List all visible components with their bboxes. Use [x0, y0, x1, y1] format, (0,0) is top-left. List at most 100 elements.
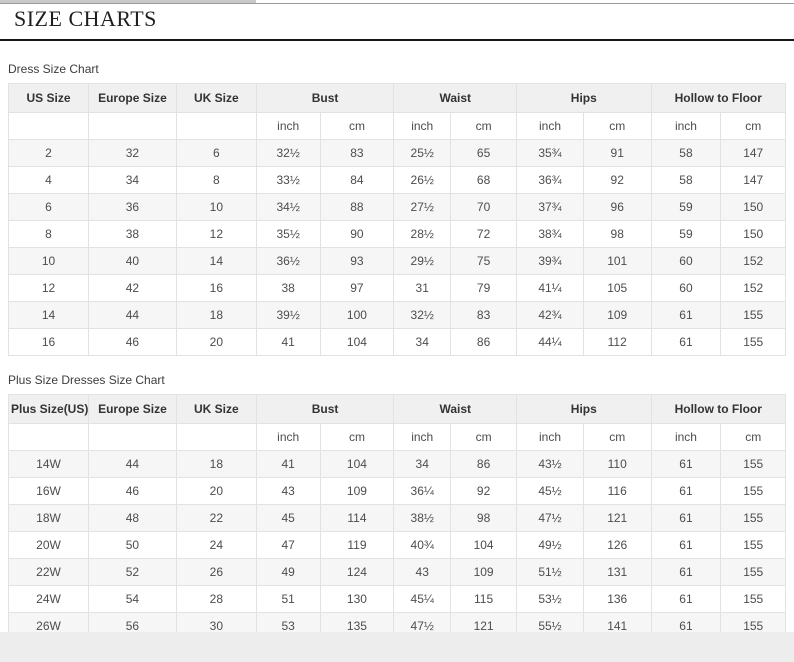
unit-header-cell: inch [393, 423, 452, 451]
measurement-cell: 32½ [255, 139, 321, 167]
table-row: 20W 50 24 47 119 40¾ 104 49½ 126 61 155 [7, 531, 786, 559]
measurement-cell: 155 [720, 328, 786, 356]
measurement-cell: 45½ [516, 477, 584, 505]
measurement-cell: 35¾ [516, 139, 584, 167]
measurement-cell: 10 [175, 193, 257, 221]
table-row: 4 34 8 33½ 84 26½ 68 36¾ 92 58 147 [7, 166, 786, 194]
empty-header-cell [88, 112, 177, 140]
measurement-cell: 52 [88, 558, 177, 586]
measurement-cell: 104 [319, 328, 395, 356]
measurement-cell: 20 [175, 477, 257, 505]
measurement-cell: 104 [319, 450, 395, 478]
measurement-cell: 39¾ [516, 247, 584, 275]
measurement-cell: 12 [175, 220, 257, 248]
measurement-cell: 61 [650, 450, 722, 478]
plus-size-chart-section: Plus Size Dresses Size Chart Plus Size(U… [7, 373, 786, 640]
measure-group-header: Hollow to Floor [650, 83, 786, 113]
measurement-cell: 136 [582, 585, 652, 613]
unit-header-cell: inch [650, 423, 722, 451]
measurement-cell: 68 [450, 166, 518, 194]
measurement-cell: 121 [582, 504, 652, 532]
measurement-cell: 38 [255, 274, 321, 302]
size-column-header: UK Size [175, 83, 257, 113]
measurement-cell: 40 [88, 247, 177, 275]
measurement-cell: 65 [450, 139, 518, 167]
measurement-cell: 92 [450, 477, 518, 505]
measurement-cell: 36¾ [516, 166, 584, 194]
measurement-cell: 61 [650, 301, 722, 329]
plus-size-chart-table: Plus Size(US) Europe Size UK Size Bust Waist… [7, 394, 786, 640]
table-row: 6 36 10 34½ 88 27½ 70 37¾ 96 59 150 [7, 193, 786, 221]
size-cell: 20W [7, 531, 90, 559]
measurement-cell: 22 [175, 504, 257, 532]
measurement-cell: 98 [450, 504, 518, 532]
measurement-cell: 28 [175, 585, 257, 613]
measurement-cell: 49½ [516, 531, 584, 559]
measurement-cell: 61 [650, 531, 722, 559]
measurement-cell: 18 [175, 301, 257, 329]
measurement-cell: 43 [255, 477, 321, 505]
size-cell: 6 [7, 193, 90, 221]
size-cell: 16W [7, 477, 90, 505]
measurement-cell: 53½ [516, 585, 584, 613]
measurement-cell: 32 [88, 139, 177, 167]
measurement-cell: 104 [450, 531, 518, 559]
measurement-cell: 97 [319, 274, 395, 302]
measure-group-header: Hollow to Floor [650, 394, 786, 424]
bottom-gray-strip [0, 632, 794, 662]
unit-header-cell: inch [516, 423, 584, 451]
size-cell: 14W [7, 450, 90, 478]
measurement-cell: 86 [450, 328, 518, 356]
measurement-cell: 152 [720, 274, 786, 302]
measurement-cell: 41 [255, 450, 321, 478]
measurement-cell: 16 [175, 274, 257, 302]
measurement-cell: 116 [582, 477, 652, 505]
unit-header-cell: inch [255, 112, 321, 140]
measurement-cell: 98 [582, 220, 652, 248]
measurement-cell: 59 [650, 220, 722, 248]
measurement-cell: 31 [393, 274, 452, 302]
measurement-cell: 24 [175, 531, 257, 559]
size-cell: 10 [7, 247, 90, 275]
measurement-cell: 155 [720, 585, 786, 613]
measurement-cell: 75 [450, 247, 518, 275]
measurement-cell: 93 [319, 247, 395, 275]
measurement-cell: 38½ [393, 504, 452, 532]
measure-group-header: Hips [516, 394, 652, 424]
measurement-cell: 26½ [393, 166, 452, 194]
measurement-cell: 54 [88, 585, 177, 613]
unit-header-cell: inch [393, 112, 452, 140]
unit-header-row: inch cm inch cm inch cm inch cm [7, 423, 786, 451]
unit-header-cell: cm [319, 423, 395, 451]
measurement-cell: 61 [650, 558, 722, 586]
dress-size-chart-section: Dress Size Chart US Size Europe Size UK Si… [7, 62, 786, 356]
page-title: SIZE CHARTS [14, 6, 157, 31]
dress-size-chart-caption: Dress Size Chart [8, 62, 99, 76]
top-edge-artifact [0, 0, 256, 3]
measurement-cell: 42 [88, 274, 177, 302]
measurement-cell: 150 [720, 220, 786, 248]
table-row: 24W 54 28 51 130 45¼ 115 53½ 136 61 155 [7, 585, 786, 613]
table-row: 14 44 18 39½ 100 32½ 83 42¾ 109 61 155 [7, 301, 786, 329]
measurement-cell: 40¾ [393, 531, 452, 559]
measurement-cell: 6 [175, 139, 257, 167]
measurement-cell: 44 [88, 301, 177, 329]
size-cell: 22W [7, 558, 90, 586]
measurement-cell: 51 [255, 585, 321, 613]
measurement-cell: 36¼ [393, 477, 452, 505]
empty-header-cell [7, 423, 90, 451]
measurement-cell: 88 [319, 193, 395, 221]
unit-header-cell: cm [720, 423, 786, 451]
measurement-cell: 130 [319, 585, 395, 613]
measurement-cell: 47½ [516, 504, 584, 532]
measurement-cell: 44¼ [516, 328, 584, 356]
measurement-cell: 61 [650, 504, 722, 532]
measurement-cell: 119 [319, 531, 395, 559]
measurement-cell: 37¾ [516, 193, 584, 221]
measurement-cell: 100 [319, 301, 395, 329]
unit-header-cell: cm [582, 423, 652, 451]
measurement-cell: 91 [582, 139, 652, 167]
measurement-cell: 47 [255, 531, 321, 559]
measure-group-header: Hips [516, 83, 652, 113]
measurement-cell: 45¼ [393, 585, 452, 613]
